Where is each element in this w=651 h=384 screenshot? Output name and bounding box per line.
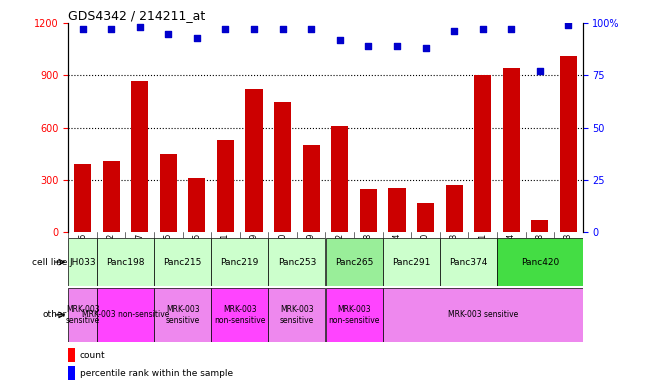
- Text: GSM924986: GSM924986: [78, 233, 87, 279]
- Text: GSM924981: GSM924981: [478, 233, 487, 279]
- Text: MRK-003
sensitive: MRK-003 sensitive: [66, 305, 100, 324]
- Bar: [97, 288, 154, 342]
- Text: GSM924993: GSM924993: [564, 233, 573, 279]
- Point: [477, 26, 488, 32]
- Point: [249, 26, 259, 32]
- Bar: [560, 56, 577, 232]
- Text: MRK-003
sensitive: MRK-003 sensitive: [165, 305, 200, 324]
- Point: [363, 43, 374, 49]
- Point: [421, 45, 431, 51]
- Text: Panc420: Panc420: [521, 258, 559, 266]
- Bar: [503, 68, 519, 232]
- Bar: [74, 164, 91, 232]
- Bar: [474, 75, 492, 232]
- Text: GDS4342 / 214211_at: GDS4342 / 214211_at: [68, 9, 206, 22]
- Bar: [159, 154, 177, 232]
- Bar: [68, 238, 97, 286]
- Text: other: other: [43, 310, 67, 319]
- Text: cell line: cell line: [31, 258, 67, 266]
- Bar: [103, 161, 120, 232]
- Bar: [360, 189, 377, 232]
- Bar: [211, 288, 268, 342]
- Bar: [268, 288, 326, 342]
- Point: [506, 26, 516, 32]
- Point: [534, 68, 545, 74]
- Text: GSM924992: GSM924992: [107, 233, 116, 279]
- Text: Panc198: Panc198: [106, 258, 145, 266]
- Point: [277, 26, 288, 32]
- Text: Panc253: Panc253: [278, 258, 316, 266]
- Bar: [389, 188, 406, 232]
- Point: [335, 37, 345, 43]
- Bar: [68, 366, 76, 380]
- Bar: [68, 288, 97, 342]
- Text: MRK-003
non-sensitive: MRK-003 non-sensitive: [214, 305, 266, 324]
- Bar: [331, 126, 348, 232]
- Text: GSM924989: GSM924989: [249, 233, 258, 279]
- Point: [449, 28, 459, 35]
- Point: [220, 26, 230, 32]
- Bar: [326, 288, 383, 342]
- Text: GSM924985: GSM924985: [193, 233, 201, 279]
- Text: percentile rank within the sample: percentile rank within the sample: [80, 369, 233, 377]
- Bar: [217, 140, 234, 232]
- Bar: [132, 81, 148, 232]
- Bar: [154, 238, 211, 286]
- Bar: [445, 185, 463, 232]
- Bar: [268, 238, 326, 286]
- Text: MRK-003 non-sensitive: MRK-003 non-sensitive: [82, 310, 169, 319]
- Text: GSM924988: GSM924988: [535, 233, 544, 279]
- Bar: [154, 288, 211, 342]
- Text: GSM924984: GSM924984: [506, 233, 516, 279]
- Text: Panc374: Panc374: [449, 258, 488, 266]
- Bar: [383, 238, 440, 286]
- Bar: [245, 89, 262, 232]
- Text: GSM924990: GSM924990: [278, 233, 287, 279]
- Text: Panc219: Panc219: [221, 258, 259, 266]
- Bar: [531, 220, 548, 232]
- Text: Panc291: Panc291: [392, 258, 430, 266]
- Bar: [303, 145, 320, 232]
- Text: GSM924983: GSM924983: [450, 233, 458, 279]
- Point: [163, 30, 174, 36]
- Bar: [497, 238, 583, 286]
- Point: [306, 26, 316, 32]
- Bar: [68, 348, 76, 362]
- Text: count: count: [80, 351, 105, 360]
- Point: [191, 35, 202, 41]
- Point: [106, 26, 117, 32]
- Text: GSM924982: GSM924982: [335, 233, 344, 279]
- Text: GSM924994: GSM924994: [393, 233, 402, 279]
- Text: GSM924987: GSM924987: [135, 233, 145, 279]
- Text: MRK-003
non-sensitive: MRK-003 non-sensitive: [328, 305, 380, 324]
- Text: GSM924995: GSM924995: [164, 233, 173, 279]
- Bar: [326, 238, 383, 286]
- Text: GSM924978: GSM924978: [364, 233, 373, 279]
- Bar: [188, 178, 206, 232]
- Text: JH033: JH033: [69, 258, 96, 266]
- Bar: [417, 203, 434, 232]
- Point: [77, 26, 88, 32]
- Point: [563, 22, 574, 28]
- Text: GSM924979: GSM924979: [307, 233, 316, 279]
- Text: GSM924991: GSM924991: [221, 233, 230, 279]
- Text: GSM924980: GSM924980: [421, 233, 430, 279]
- Text: MRK-003
sensitive: MRK-003 sensitive: [280, 305, 314, 324]
- Bar: [211, 238, 268, 286]
- Bar: [97, 238, 154, 286]
- Bar: [440, 238, 497, 286]
- Bar: [274, 101, 291, 232]
- Text: MRK-003 sensitive: MRK-003 sensitive: [447, 310, 518, 319]
- Point: [392, 43, 402, 49]
- Text: Panc265: Panc265: [335, 258, 373, 266]
- Point: [135, 24, 145, 30]
- Bar: [383, 288, 583, 342]
- Text: Panc215: Panc215: [163, 258, 202, 266]
